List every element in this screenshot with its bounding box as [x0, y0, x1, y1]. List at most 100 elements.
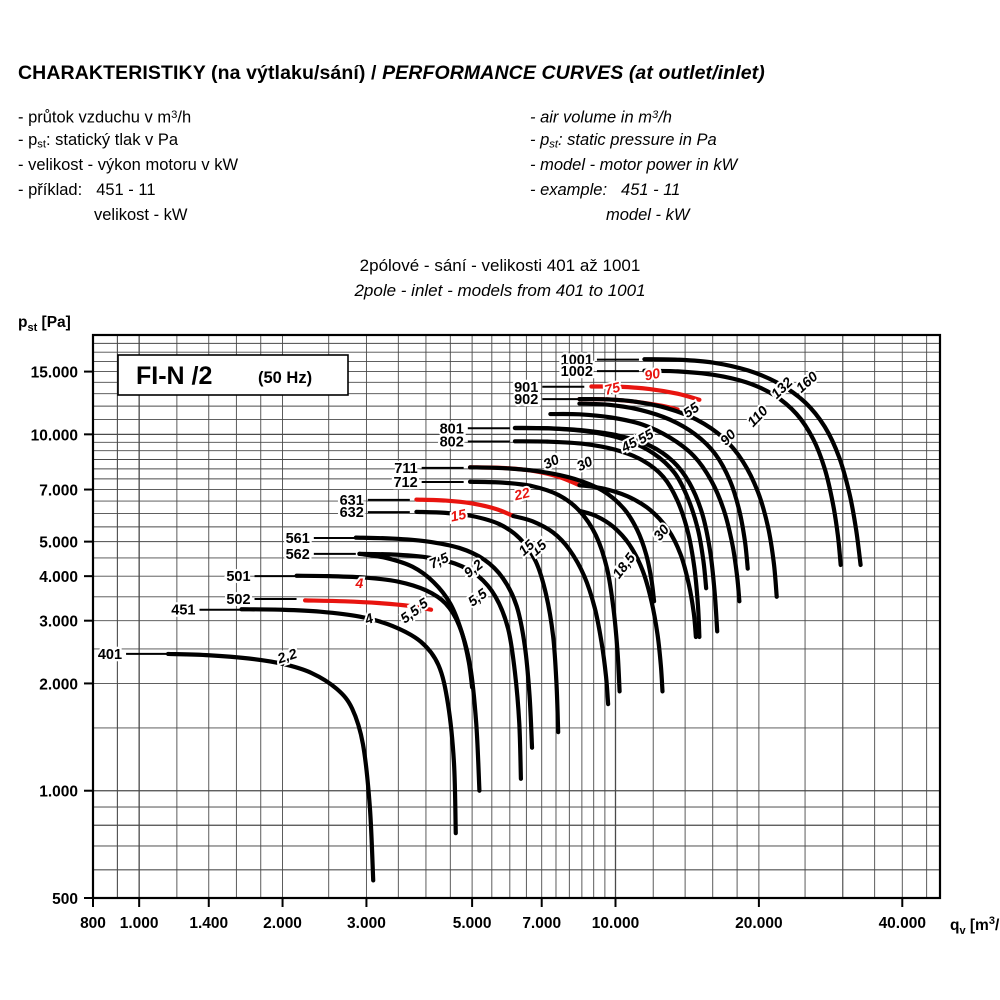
model-label: 631 [340, 493, 364, 509]
performance-curve [589, 384, 702, 402]
legend-item: - průtok vzduchu v m3/h [18, 108, 192, 127]
power-label: 160 [793, 368, 821, 396]
power-label: 22 [512, 484, 532, 504]
model-label: 401 [98, 647, 122, 663]
y-tick-label: 10.000 [31, 427, 78, 444]
model-label: 502 [226, 592, 250, 608]
model-label: 801 [440, 421, 464, 437]
page-title: CHARAKTERISTIKY (na výtlaku/sání) / PERF… [18, 62, 765, 85]
power-label: 55 [635, 425, 657, 447]
chart-grid [92, 335, 940, 899]
power-label: 15 [449, 506, 468, 525]
power-label: 55 [680, 399, 702, 421]
legend-item: - pst: statický tlak v Pa [18, 131, 179, 151]
model-label-halo: 561 [286, 531, 310, 547]
x-tick-label: 1.400 [189, 915, 228, 932]
y-tick-label: 2.000 [39, 676, 78, 693]
model-label-halo: 1001 [561, 353, 593, 369]
performance-curve [642, 368, 843, 568]
y-tick-label: 1.000 [39, 784, 78, 801]
legend-item: - example: 451 - 11 [530, 181, 681, 199]
performance-curve [353, 535, 535, 750]
subtitle-czech: 2pólové - sání - velikosti 401 až 1001 [359, 256, 641, 275]
performance-curve [467, 465, 657, 604]
power-label: 4 [355, 575, 364, 591]
legend-item: - air volume in m3/h [530, 108, 672, 127]
model-label: 501 [226, 569, 250, 585]
performance-curve [414, 497, 516, 519]
model-label: 902 [514, 392, 538, 408]
chart-title-box: FI-N /2 (50 Hz) [117, 354, 349, 396]
y-tick-label: 500 [52, 891, 78, 908]
model-label: 451 [171, 603, 195, 619]
performance-curve [577, 401, 750, 571]
power-label: 2,2 [274, 645, 299, 667]
x-tick-label: 20.000 [735, 915, 782, 932]
model-label: 632 [340, 505, 364, 521]
page-title-cz: CHARAKTERISTIKY (na výtlaku/sání) / [18, 62, 377, 84]
legend-item: - model - motor power in kW [530, 156, 738, 174]
performance-curve [302, 598, 434, 612]
y-tick-label: 4.000 [39, 569, 78, 586]
subtitle-english: 2pole - inlet - models from 401 to 1001 [354, 281, 646, 300]
model-label-halo: 802 [440, 434, 464, 450]
page-title-en: PERFORMANCE CURVES (at outlet/inlet) [382, 62, 765, 84]
model-label-halo: 632 [340, 505, 364, 521]
performance-curve [577, 396, 779, 599]
x-tick-label: 40.000 [879, 915, 926, 932]
chart-frequency: (50 Hz) [258, 369, 312, 387]
performance-curve [357, 551, 475, 690]
power-label: 90 [643, 365, 662, 384]
chart-model-name: FI-N /2 [136, 362, 212, 390]
model-label: 901 [514, 380, 538, 396]
performance-curve [548, 411, 742, 604]
model-label-halo: 712 [393, 475, 417, 491]
model-label: 802 [440, 434, 464, 450]
performance-curve [294, 573, 482, 793]
model-label-halo: 631 [340, 493, 364, 509]
power-label: 30 [541, 451, 562, 472]
power-label: 90 [717, 426, 739, 448]
power-label-halo: 90 [643, 365, 662, 384]
legend-english: - air volume in m3/h - pst: static press… [530, 103, 737, 228]
performance-curve [467, 479, 622, 694]
performance-curve [512, 439, 702, 640]
x-axis-label: qv [m3/h] [950, 915, 1000, 937]
model-label-halo: 502 [226, 592, 250, 608]
power-label-halo: 15 [449, 506, 468, 525]
model-label-halo: 562 [286, 547, 310, 563]
model-label-halo: 401 [98, 647, 122, 663]
legend-czech: - průtok vzduchu v m3/h - pst: statický … [18, 103, 238, 228]
model-label: 561 [286, 531, 310, 547]
performance-curve [511, 513, 611, 707]
model-label-halo: 902 [514, 392, 538, 408]
y-tick-label: 3.000 [39, 614, 78, 631]
power-label-halo: 22 [512, 484, 532, 504]
x-tick-label: 1.000 [120, 915, 159, 932]
curve-group [165, 357, 863, 883]
x-tick-label: 5.000 [453, 915, 492, 932]
axis-ticks: 500 1.000 2.000 3.000 4.000 5.000 7.000 10.000 1… [31, 365, 926, 932]
x-tick-label: 800 [80, 915, 106, 932]
model-label-halo: 711 [394, 461, 417, 477]
legend-item: - velikost - výkon motoru v kW [18, 156, 239, 174]
performance-curve [239, 607, 458, 836]
power-label: 75 [603, 379, 622, 398]
y-tick-label: 7.000 [39, 483, 78, 500]
power-label: 30 [574, 453, 595, 474]
model-label: 1001 [561, 353, 593, 369]
legend-item: model - kW [606, 206, 690, 224]
performance-curve [357, 551, 523, 781]
x-tick-label: 7.000 [522, 915, 561, 932]
x-tick-label: 3.000 [347, 915, 386, 932]
model-label-halo: 901 [514, 380, 538, 396]
performance-curve [165, 651, 376, 883]
model-label-halo: 1002 [561, 364, 593, 380]
legend-item: - pst: static pressure in Pa [530, 131, 717, 151]
power-label: 7,5 [427, 549, 451, 572]
y-axis-label: pst [Pa] [18, 314, 71, 334]
model-label: 1002 [561, 364, 593, 380]
performance-curve [642, 357, 863, 568]
